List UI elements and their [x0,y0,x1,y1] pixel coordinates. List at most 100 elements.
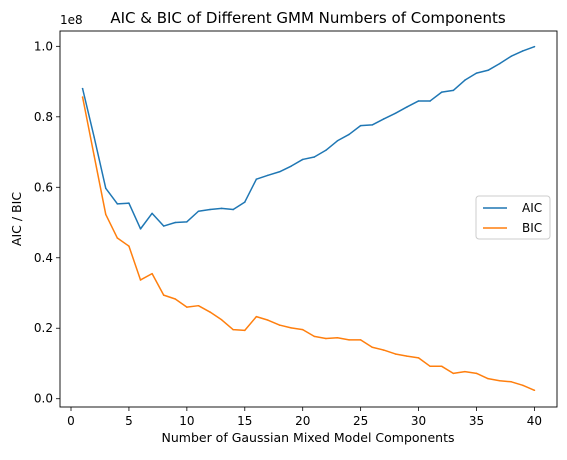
data-point-aic [290,165,292,167]
data-point-aic [139,228,142,230]
data-point-bic [417,357,420,359]
chart-title: AIC & BIC of Different GMM Numbers of Co… [110,9,506,27]
data-point-bic [406,355,408,357]
data-point-bic [325,337,327,340]
data-point-aic [336,140,339,142]
data-point-bic [255,315,258,318]
data-point-aic [209,208,211,211]
data-point-bic [301,328,304,331]
data-point-aic [313,156,316,158]
data-point-aic [383,118,385,120]
x-tick-label: 40 [527,414,542,428]
data-point-aic [81,87,84,90]
data-point-aic [417,100,420,102]
data-point-bic [186,306,188,308]
x-tick-label: 20 [295,414,310,428]
data-point-aic [371,124,373,126]
data-point-bic [278,324,281,326]
data-point-aic [255,178,258,180]
series-line-bic [81,96,536,392]
data-point-aic [151,212,153,215]
data-point-aic [220,207,223,210]
data-point-aic [498,62,501,65]
y-tick-label: 0.0 [34,392,53,406]
data-point-aic [406,106,408,108]
data-point-bic [510,381,512,383]
data-point-aic [452,89,455,92]
x-tick-label: 0 [67,414,75,428]
x-tick-label: 25 [353,414,368,428]
data-point-aic [116,203,119,205]
data-point-bic [359,339,362,341]
data-point-bic [336,337,339,339]
data-point-aic [464,79,466,81]
data-point-aic [359,124,362,127]
data-point-bic [487,377,489,380]
data-point-bic [498,380,501,382]
y-axis-offset-label: 1e8 [60,13,83,27]
data-point-aic [105,187,107,190]
series-line-aic [81,45,536,230]
data-point-bic [394,353,397,355]
data-point-bic [139,279,142,281]
data-point-bic [128,245,130,247]
data-point-aic [440,91,443,93]
data-point-bic [348,339,350,341]
data-point-aic [278,171,281,173]
data-point-bic [371,346,373,349]
data-point-aic [533,45,536,48]
data-point-aic [232,208,234,211]
data-point-bic [209,311,211,313]
plot-area-frame [59,30,558,408]
y-tick-label: 0.2 [34,321,53,335]
x-tick-label: 35 [469,414,484,428]
data-point-aic [522,50,524,52]
data-point-aic [325,149,327,152]
data-point-bic [162,294,165,296]
x-tick-label: 10 [179,414,194,428]
legend: AIC BIC [475,195,551,240]
data-point-aic [394,112,397,115]
legend-label-aic: AIC [522,201,542,215]
data-point-bic [244,329,246,332]
series-lines [81,45,536,392]
data-point-bic [522,384,524,387]
data-point-bic [220,319,223,321]
data-point-aic [128,202,130,204]
x-tick-label: 15 [237,414,252,428]
data-point-aic [475,72,478,74]
data-point-bic [267,319,269,321]
data-point-aic [244,201,246,203]
data-point-aic [186,221,188,223]
data-point-aic [267,174,269,177]
x-tick-label: 5 [125,414,133,428]
data-point-bic [197,304,200,307]
data-point-bic [81,96,84,98]
axis-ticks: 0 5 10 15 20 25 30 35 40 0.0 0.2 0.4 0.6 0.8 1.0 [34,39,542,428]
data-point-aic [93,136,95,138]
data-point-bic [313,335,316,338]
x-axis-label: Number of Gaussian Mixed Model Component… [162,430,455,445]
data-point-bic [93,155,95,157]
data-point-bic [429,365,431,368]
data-point-aic [348,133,350,136]
data-point-aic [510,55,512,57]
data-point-bic [105,213,107,216]
data-point-aic [174,221,177,224]
y-tick-label: 0.4 [34,251,53,265]
data-point-bic [174,298,177,300]
data-point-bic [440,365,443,368]
data-point-bic [533,389,536,392]
data-point-bic [452,372,455,375]
data-point-bic [383,349,385,351]
data-point-aic [162,225,165,227]
y-tick-label: 0.6 [34,180,53,194]
y-axis-label: AIC / BIC [9,192,24,246]
data-point-bic [290,327,292,329]
y-tick-label: 1.0 [34,39,53,53]
data-point-bic [116,237,119,239]
data-point-aic [197,210,200,212]
legend-label-bic: BIC [522,221,542,235]
